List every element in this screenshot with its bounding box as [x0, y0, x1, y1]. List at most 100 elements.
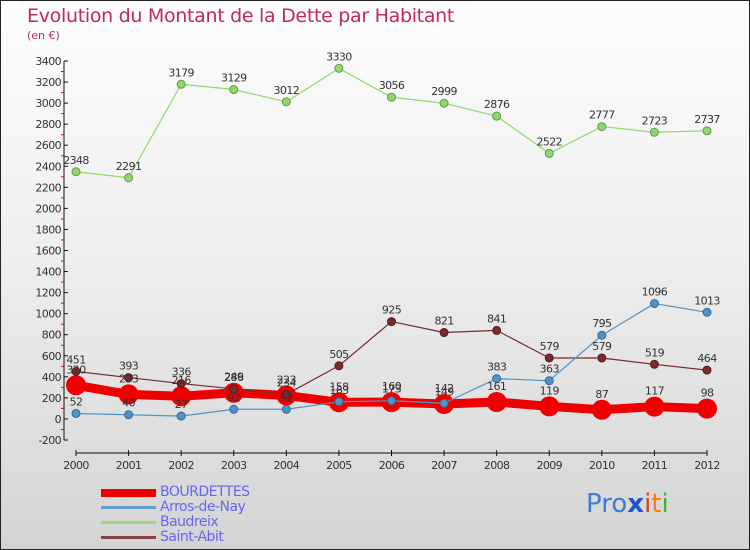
legend: BOURDETTES Arros-de-Nay Baudreix Saint-Abit: [101, 485, 250, 545]
data-point-arros-de-nay: [71, 408, 81, 418]
data-label-bourdettes: 223: [277, 373, 297, 386]
data-point-arros-de-nay: [492, 374, 502, 384]
data-label-baudreix: 2999: [431, 85, 457, 98]
y-tick-label: 400: [42, 371, 62, 384]
data-label-arros-de-nay: 92: [227, 391, 240, 404]
legend-item-bourdettes: BOURDETTES: [101, 485, 250, 500]
legend-label: Saint-Abit: [160, 529, 224, 545]
x-tick-label: 2000: [63, 459, 89, 472]
data-label-bourdettes: 142: [434, 382, 453, 395]
data-point-arros-de-nay: [439, 398, 449, 408]
legend-item-arros-de-nay: Arros-de-Nay: [101, 500, 250, 515]
y-tick-label: 1400: [35, 266, 61, 279]
data-point-baudreix: [387, 92, 396, 102]
data-label-arros-de-nay: 795: [592, 317, 612, 330]
data-point-saint-abit: [124, 373, 134, 383]
data-point-bourdettes: [171, 386, 192, 407]
data-point-saint-abit: [387, 317, 396, 327]
data-label-bourdettes: 98: [701, 387, 714, 400]
y-tick-label: 1200: [35, 287, 61, 300]
data-point-saint-abit: [702, 365, 712, 375]
legend-item-baudreix: Baudreix: [101, 515, 250, 530]
data-label-saint-abit: 286: [224, 371, 244, 384]
data-point-saint-abit: [544, 353, 554, 363]
data-point-baudreix: [71, 167, 81, 177]
data-label-baudreix: 3056: [379, 79, 405, 92]
axes: -200 0 200 400 600 800 1000 1200 1400 1600 1800 200…: [35, 55, 720, 472]
data-label-bourdettes: 216: [172, 374, 192, 387]
data-label-saint-abit: 579: [540, 340, 560, 353]
logo-letter: i: [644, 489, 652, 519]
legend-label: Arros-de-Nay: [160, 499, 246, 515]
legend-label: BOURDETTES: [160, 484, 250, 500]
data-labels-layer: 320 233 216 249 223 158 160 142 161 119 87 117 98 234…: [63, 50, 721, 411]
y-tick-label: 1600: [35, 245, 61, 258]
chart-subtitle: (en €): [27, 29, 60, 42]
legend-swatch: [101, 506, 156, 509]
y-tick-label: 200: [42, 392, 62, 405]
legend-swatch: [101, 536, 156, 539]
chart-title: Evolution du Montant de la Dette par Hab…: [27, 5, 455, 27]
data-label-arros-de-nay: 163: [329, 384, 349, 397]
data-label-bourdettes: 320: [66, 363, 86, 376]
data-label-arros-de-nay: 173: [382, 383, 402, 396]
data-label-baudreix: 2777: [589, 109, 615, 122]
data-point-arros-de-nay: [124, 410, 134, 420]
series-baudreix: [71, 63, 712, 183]
data-point-arros-de-nay: [544, 376, 554, 386]
data-label-baudreix: 2348: [63, 154, 89, 167]
legend-swatch: [101, 488, 156, 497]
x-tick-label: 2001: [116, 459, 142, 472]
series-arros-de-nay: [71, 299, 712, 421]
series-saint-abit: [71, 317, 712, 399]
x-tick-label: 2002: [168, 459, 194, 472]
data-label-baudreix: 2737: [694, 113, 720, 126]
data-label-baudreix: 3330: [326, 50, 352, 63]
data-point-saint-abit: [597, 353, 607, 363]
data-label-bourdettes: 160: [382, 380, 402, 393]
data-label-arros-de-nay: 40: [122, 397, 135, 410]
data-point-baudreix: [334, 63, 344, 73]
data-label-saint-abit: 451: [66, 353, 85, 366]
logo-letter: o: [611, 489, 628, 519]
x-tick-label: 2010: [589, 459, 615, 472]
data-label-baudreix: 2876: [484, 98, 510, 111]
data-point-saint-abit: [649, 359, 659, 369]
logo-letter: P: [586, 489, 602, 519]
data-label-arros-de-nay: 92: [280, 391, 293, 404]
y-tick-label: 3200: [35, 76, 61, 89]
data-point-bourdettes: [591, 399, 612, 420]
data-point-arros-de-nay: [702, 307, 712, 317]
data-point-baudreix: [229, 85, 239, 95]
legend-label: Baudreix: [160, 514, 219, 530]
data-label-bourdettes: 117: [645, 385, 665, 398]
data-point-baudreix: [439, 98, 449, 108]
y-tick-label: 3000: [35, 97, 61, 110]
data-point-saint-abit: [492, 325, 502, 335]
data-point-baudreix: [597, 122, 607, 132]
y-tick-label: 2000: [35, 202, 61, 215]
data-point-arros-de-nay: [281, 404, 291, 414]
y-tick-label: 2400: [35, 160, 61, 173]
logo-letter: r: [601, 489, 612, 519]
series-bourdettes: [66, 375, 717, 420]
data-label-saint-abit: 579: [592, 340, 612, 353]
legend-item-saint-abit: Saint-Abit: [101, 530, 250, 545]
data-point-bourdettes: [644, 396, 665, 417]
y-tick-label: 0: [55, 413, 62, 426]
data-point-arros-de-nay: [649, 299, 659, 309]
data-point-arros-de-nay: [176, 411, 186, 421]
data-point-arros-de-nay: [334, 397, 344, 407]
y-tick-label: -200: [38, 434, 61, 447]
data-point-saint-abit: [176, 379, 186, 389]
data-point-saint-abit: [439, 328, 449, 338]
proxiti-logo: Proxiti: [586, 489, 669, 519]
data-point-bourdettes: [66, 375, 86, 396]
data-label-arros-de-nay: 1013: [694, 294, 720, 307]
data-label-baudreix: 2522: [536, 135, 562, 148]
data-label-bourdettes: 87: [595, 388, 608, 401]
data-point-baudreix: [544, 148, 554, 158]
data-point-saint-abit: [229, 384, 239, 394]
data-label-arros-de-nay: 149: [434, 385, 454, 398]
data-point-baudreix: [124, 173, 134, 183]
